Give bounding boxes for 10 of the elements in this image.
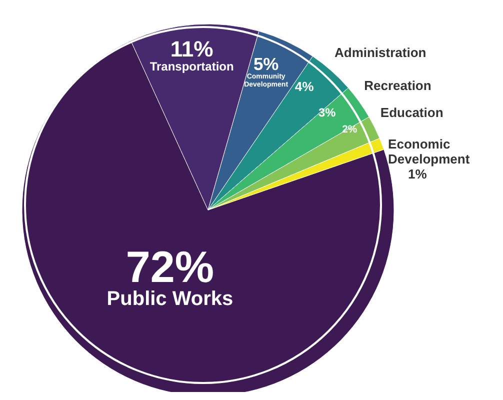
slice-label: Recreation	[364, 78, 432, 93]
slice-label: Economic Development	[388, 136, 470, 167]
data-label: 5%	[253, 54, 280, 74]
data-label: 11%	[170, 36, 214, 62]
data-label: 3%	[318, 105, 336, 120]
data-label: 1%	[408, 166, 428, 182]
slice-label: Administration	[334, 44, 426, 60]
data-label: 4%	[294, 78, 314, 94]
slice-label: Education	[380, 105, 444, 120]
slice-label: Transportation	[150, 59, 234, 74]
